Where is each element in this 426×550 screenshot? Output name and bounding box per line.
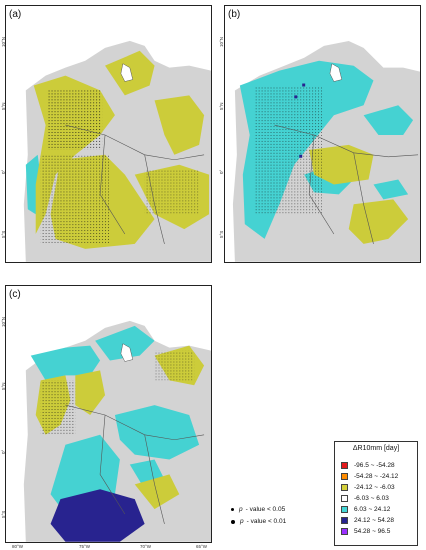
- legend-label: -24.12 ~ -6.03: [354, 483, 395, 491]
- map-b-svg: [225, 6, 420, 262]
- legend-swatch: [341, 483, 348, 491]
- lat-tick: 0°: [1, 449, 6, 454]
- legend-swatch: [341, 461, 348, 469]
- lat-tick: 5°N: [1, 102, 6, 110]
- legend: ΔR10mm [day] -96.5 ~ -54.28 -54.28 ~ -24…: [334, 441, 418, 546]
- lat-tick: 10°N: [1, 36, 6, 47]
- p-symbol: p: [239, 506, 243, 513]
- lon-tick: 70°W: [140, 544, 152, 549]
- map-a-svg: [6, 6, 211, 262]
- lat-tick: 5°N: [1, 382, 6, 390]
- lon-tick: 75°W: [79, 544, 91, 549]
- panel-label: (b): [228, 9, 241, 20]
- yellow-drought-areas: [309, 144, 409, 244]
- lat-tick: 0°: [1, 169, 6, 174]
- legend-label: 54.28 ~ 96.5: [354, 527, 391, 535]
- legend-item: -96.5 ~ -54.28: [341, 460, 395, 470]
- lake-maracaibo: [120, 63, 134, 82]
- lon-tick: 65°W: [196, 544, 208, 549]
- legend-item: -6.03 ~ 6.03: [341, 493, 389, 503]
- lake-maracaibo: [120, 343, 134, 362]
- lat-tick: 5°S: [219, 230, 224, 238]
- lat-tick: 10°N: [1, 316, 6, 327]
- legend-item: 24.12 ~ 54.28: [341, 515, 394, 525]
- legend-label: -6.03 ~ 6.03: [354, 494, 389, 502]
- large-dot-icon: [231, 519, 235, 524]
- lat-tick: 5°N: [219, 102, 224, 110]
- map-panel-c: (c): [5, 285, 212, 543]
- lat-tick: 5°S: [1, 230, 6, 238]
- map-panel-a: (a): [5, 5, 212, 263]
- map-c-svg: [6, 286, 211, 542]
- legend-item: 54.28 ~ 96.5: [341, 526, 390, 536]
- legend-swatch: [341, 494, 348, 502]
- legend-swatch: [341, 527, 348, 535]
- legend-item: 6.03 ~ 24.12: [341, 504, 390, 514]
- blue-wet-areas: [50, 489, 145, 542]
- significance-dot-pattern: [47, 90, 103, 150]
- legend-swatch: [341, 472, 348, 480]
- lat-tick: 0°: [219, 169, 224, 174]
- legend-swatch: [341, 505, 348, 513]
- lake-maracaibo: [329, 63, 343, 82]
- country-borders: [65, 404, 205, 524]
- legend-label: 6.03 ~ 24.12: [354, 505, 391, 513]
- lon-tick: 80°W: [12, 544, 24, 549]
- legend-swatch: [341, 516, 348, 524]
- legend-item: -54.28 ~ -24.12: [341, 471, 398, 481]
- lat-tick: 10°N: [219, 36, 224, 47]
- legend-item: -24.12 ~ -6.03: [341, 482, 395, 492]
- significance-text: - value < 0.05: [245, 506, 286, 513]
- legend-label: -96.5 ~ -54.28: [354, 461, 395, 469]
- small-dot-icon: [231, 508, 234, 511]
- significance-001: p - value < 0.01: [231, 518, 286, 525]
- p-symbol: p: [240, 518, 244, 525]
- country-borders: [274, 124, 419, 244]
- legend-label: 24.12 ~ 54.28: [354, 516, 394, 524]
- significance-005: p - value < 0.05: [231, 506, 285, 513]
- map-panel-b: (b): [224, 5, 421, 263]
- panel-label: (a): [9, 9, 22, 20]
- significance-text: - value < 0.01: [246, 518, 287, 525]
- legend-title: ΔR10mm [day]: [352, 445, 400, 452]
- legend-label: -54.28 ~ -24.12: [354, 472, 399, 480]
- country-borders: [65, 124, 205, 244]
- panel-label: (c): [9, 289, 21, 300]
- lat-tick: 5°S: [1, 510, 6, 518]
